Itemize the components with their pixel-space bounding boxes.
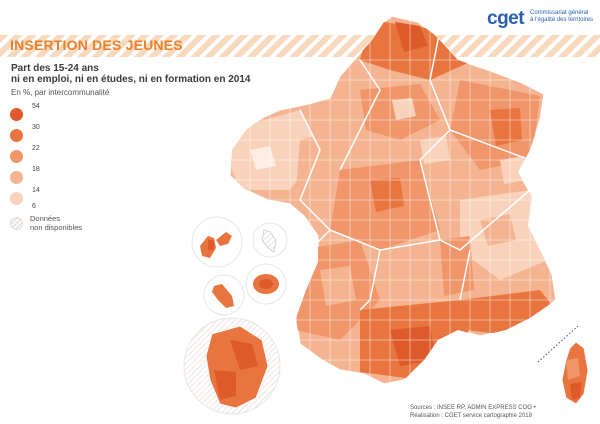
legend-swatch [10, 108, 23, 121]
legend-swatch [10, 171, 23, 184]
section-title: INSERTION DES JEUNES [10, 37, 183, 53]
mainland-france [229, 15, 557, 385]
logo-mark: cget [487, 8, 525, 29]
legend-class-1: 54 [10, 103, 170, 122]
logo-caption: Commissariat général à l'égalité des ter… [530, 10, 600, 24]
legend-label: 30 [32, 124, 40, 131]
legend-class-3: 22 [10, 145, 170, 164]
legend-label: 54 [32, 103, 40, 110]
region-borders [299, 29, 531, 311]
legend-nodata-line2: non disponibles [30, 223, 83, 232]
map-title-line1: Part des 15-24 ans [11, 63, 99, 74]
corsica [561, 341, 589, 405]
logo-caption-line2: à l'égalité des territoires [530, 17, 594, 23]
inset-guyane [183, 317, 281, 415]
legend-nodata-line1: Données [30, 214, 61, 223]
map-sources: Sources : INSEE RP, ADMIN EXPRESS COG • … [410, 404, 595, 420]
legend-class-6: 6 [10, 203, 170, 210]
inset-mayotte [252, 222, 288, 258]
legend-label: 14 [32, 187, 40, 194]
intercommunality-borders [230, 16, 556, 384]
legend-swatch [10, 150, 23, 163]
inset-reunion [245, 263, 287, 305]
sources-line: Sources : INSEE RP, ADMIN EXPRESS COG • [410, 405, 536, 411]
legend-class-2: 30 [10, 124, 170, 143]
inset-guadeloupe [191, 216, 243, 268]
map-title-line2: ni en emploi, ni en études, ni en format… [11, 74, 251, 85]
logo-caption-line1: Commissariat général [530, 10, 589, 16]
legend-nodata-label: Données non disponibles [30, 214, 82, 232]
legend-class-5: 14 [10, 187, 170, 206]
legend-nodata-swatch [10, 217, 23, 230]
legend-class-4: 18 [10, 166, 170, 185]
legend-label: 22 [32, 145, 40, 152]
legend-label: 18 [32, 166, 40, 173]
legend-label: 6 [32, 203, 36, 210]
legend-swatch [10, 129, 23, 142]
credits-line: Réalisation : CGET service cartographie … [410, 413, 532, 419]
legend-swatch [10, 192, 23, 205]
cget-logo: cget Commissariat général à l'égalité de… [487, 8, 599, 30]
inset-martinique [203, 274, 245, 316]
map-unit: En %, par intercommunalité [11, 88, 110, 97]
